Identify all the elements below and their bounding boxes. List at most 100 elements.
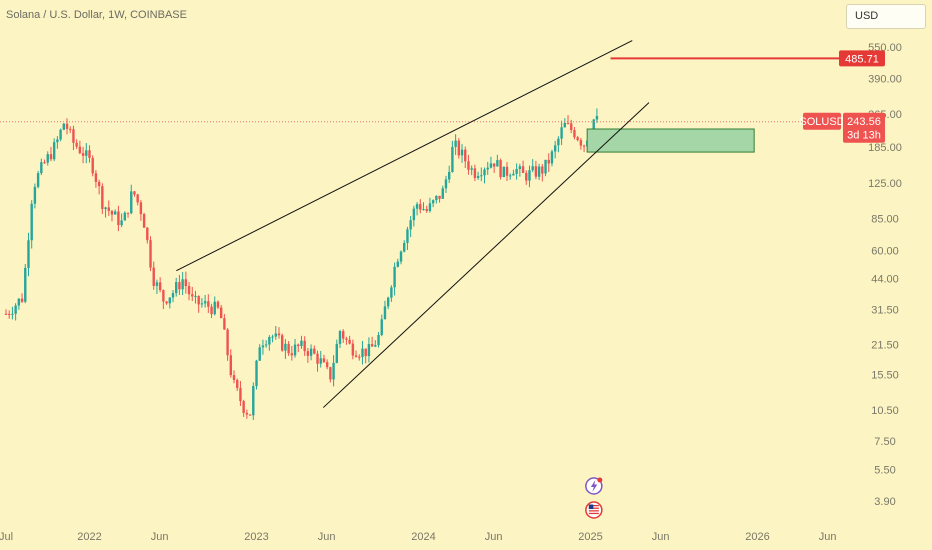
chart-title: Solana / U.S. Dollar, 1W, COINBASE [6,9,187,21]
candle-body [94,173,98,182]
candle-body [425,209,428,212]
x-tick-label: 2024 [411,531,435,543]
lower-trendline[interactable] [322,102,650,408]
candle-body [480,175,483,177]
candle-body [24,267,27,302]
candle-body [415,204,419,209]
candle-body [72,129,75,143]
candle-body [457,140,461,156]
candle-body [486,167,489,170]
candle-body [377,334,380,346]
candle-body [367,344,371,357]
x-tick-label: 2022 [77,531,101,543]
x-tick-label: 2023 [244,531,268,543]
x-tick-label: Jun [485,531,503,543]
candle-body [158,282,162,291]
candle-body [313,348,316,354]
candle-body [280,335,284,351]
upper-trendline[interactable] [176,40,633,272]
candle-body [261,345,265,348]
flag-canton [588,504,594,509]
x-tick-label: Jun [318,531,336,543]
candle-body [59,129,62,140]
candle-body [139,202,143,215]
candle-body [348,339,351,344]
candle-body [544,159,547,174]
candle-body [248,414,252,416]
candle-body [576,137,579,141]
candle-body [284,343,287,351]
x-axis: Jul 2022 Jun 2023 Jun 2024 Jun 2025 Jun 2026 Jun [0,531,837,543]
candle-body [390,287,393,298]
candle-body [43,162,46,164]
candle-body [309,348,313,356]
candle-body [264,344,268,346]
candle-body [197,295,200,305]
candle-body [97,181,101,187]
flag-stripe [588,505,599,507]
candle-body [277,333,281,336]
y-tick-label: 3.90 [874,496,895,508]
flag-stripe [588,510,599,512]
countdown-label: 3d 13h [847,130,881,142]
candle-body [40,162,43,174]
candle-body [303,340,306,352]
candle-body [502,166,505,178]
candle-body [431,200,435,204]
candle-body [322,358,326,363]
candle-body [8,313,11,315]
y-tick-label: 21.50 [871,339,899,351]
price-tags: 485.71 SOLUSD 243.56 3d 13h [799,50,885,143]
demand-zone-box[interactable] [586,128,755,153]
x-tick-label: Jun [652,531,670,543]
lightning-event-icon[interactable] [585,477,603,495]
candle-body [492,163,496,167]
candle-body [36,173,40,187]
candle-body [290,353,294,356]
symbol-label: SOLUSD [799,116,844,128]
candle-body [476,175,480,178]
candle-body [181,279,184,290]
candle-body [460,149,464,156]
candle-body [557,138,560,146]
candle-body [444,179,448,189]
candle-body [550,151,554,164]
candle-body [287,343,290,354]
candle-body [470,168,473,170]
candle-body [85,150,88,156]
candle-body [30,203,33,241]
flag-stripe [588,507,599,509]
candle-body [563,122,567,128]
candle-body [332,362,335,380]
event-dot [597,477,603,483]
candle-body [335,343,338,363]
candle-body [213,301,216,315]
y-tick-label: 125.00 [868,178,902,190]
y-axis: 550.00390.00265.00185.00125.0085.0060.00… [868,42,902,508]
annotations-layer [0,40,853,408]
y-tick-label: 60.00 [871,245,899,257]
candle-body [171,293,175,298]
y-tick-label: 15.50 [871,369,899,381]
candle-body [380,319,383,335]
candle-body [268,337,271,345]
candle-body [175,282,178,294]
flag-stripe [588,512,599,515]
candle-body [168,297,171,304]
candle-body [358,356,361,358]
candle-body [396,261,400,267]
candle-body [69,128,72,130]
candle-body [46,154,49,163]
candle-body [203,301,207,304]
candle-body [107,207,110,211]
x-tick-label: Jun [819,531,837,543]
currency-selector[interactable]: USD [846,4,926,29]
candle-body [329,367,332,380]
us-flag-event-icon[interactable] [585,501,603,519]
y-tick-label: 85.00 [871,213,899,225]
symbol-tag [803,112,841,130]
candle-body [242,401,245,413]
candle-body [300,340,303,347]
candle-body [252,386,255,416]
